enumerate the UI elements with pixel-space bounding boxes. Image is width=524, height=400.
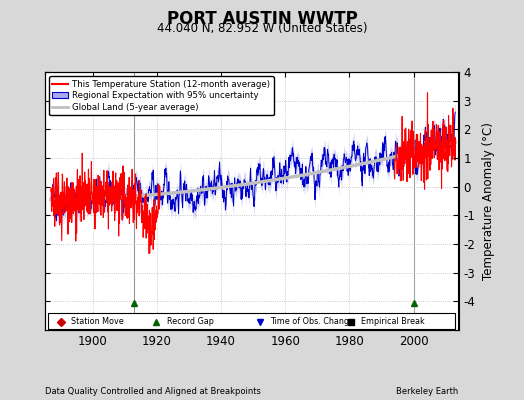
Text: Time of Obs. Change: Time of Obs. Change	[270, 318, 354, 326]
Legend: This Temperature Station (12-month average), Regional Expectation with 95% uncer: This Temperature Station (12-month avera…	[49, 76, 274, 115]
Text: 44.040 N, 82.952 W (United States): 44.040 N, 82.952 W (United States)	[157, 22, 367, 35]
Y-axis label: Temperature Anomaly (°C): Temperature Anomaly (°C)	[482, 122, 495, 280]
Text: Empirical Break: Empirical Break	[361, 318, 425, 326]
Text: Station Move: Station Move	[71, 318, 124, 326]
Text: Record Gap: Record Gap	[167, 318, 214, 326]
Text: PORT AUSTIN WWTP: PORT AUSTIN WWTP	[167, 10, 357, 28]
Text: Berkeley Earth: Berkeley Earth	[396, 387, 458, 396]
Text: Data Quality Controlled and Aligned at Breakpoints: Data Quality Controlled and Aligned at B…	[45, 387, 260, 396]
FancyBboxPatch shape	[48, 313, 455, 328]
